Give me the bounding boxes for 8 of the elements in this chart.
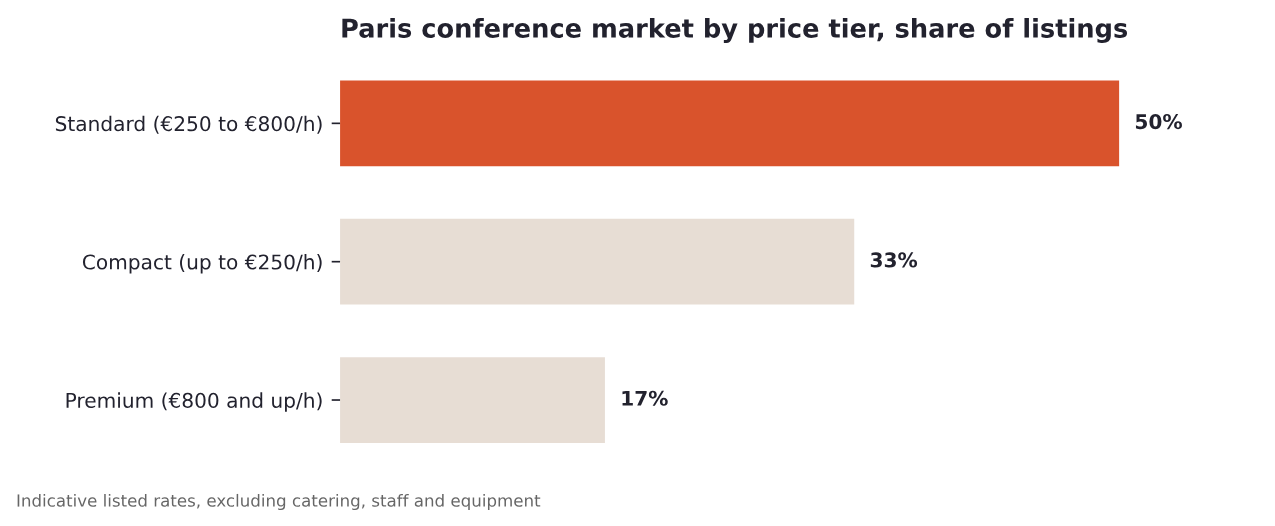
y-tick-label: Standard (€250 to €800/h) [55, 115, 322, 134]
y-tick-label: Premium (€800 and up/h) [66, 392, 322, 412]
y-tick-label: Compact (up to €250/h) [82, 254, 322, 274]
chart-title: Paris conference market by price tier, share of listings [342, 17, 1128, 44]
data-label: 17% [622, 390, 668, 406]
data-label: 50% [1135, 113, 1182, 130]
text: Indicative listed rates, excluding catering, staff and equipment [17, 493, 541, 511]
data-label: 33% [870, 252, 918, 268]
